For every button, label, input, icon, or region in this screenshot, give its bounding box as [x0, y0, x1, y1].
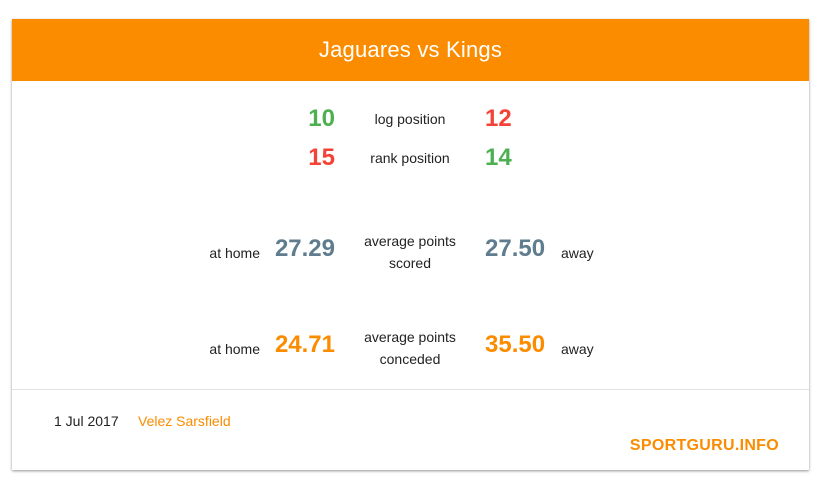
away-avg-scored: 27.50: [485, 235, 546, 262]
log-position-label: log position: [374, 111, 446, 127]
brand-link[interactable]: SPORTGURU.INFO: [629, 437, 779, 454]
home-avg-scored: 27.29: [274, 235, 335, 262]
home-log-position: 10: [308, 105, 335, 132]
footer-divider: [12, 389, 809, 390]
venue-link[interactable]: Velez Sarsfield: [138, 413, 231, 429]
scored-home-prefix: at home: [209, 245, 260, 261]
match-card: Jaguares vs Kings 10 log position 12 15 …: [12, 19, 809, 470]
scored-away-suffix: away: [561, 245, 594, 261]
home-avg-conceded: 24.71: [274, 331, 335, 358]
conceded-away-suffix: away: [561, 341, 594, 357]
avg-scored-label-line1: average points: [364, 233, 456, 249]
avg-conceded-label-line2: conceded: [379, 351, 441, 367]
rank-position-label: rank position: [370, 150, 450, 166]
away-log-position: 12: [485, 105, 512, 132]
away-avg-conceded: 35.50: [485, 331, 546, 358]
avg-scored-label-line2: scored: [388, 255, 432, 271]
match-date: 1 Jul 2017: [54, 413, 119, 429]
home-rank-position: 15: [308, 144, 335, 171]
avg-conceded-label-line1: average points: [364, 329, 456, 345]
match-title: Jaguares vs Kings: [12, 19, 809, 81]
conceded-home-prefix: at home: [209, 341, 260, 357]
away-rank-position: 14: [485, 144, 512, 171]
